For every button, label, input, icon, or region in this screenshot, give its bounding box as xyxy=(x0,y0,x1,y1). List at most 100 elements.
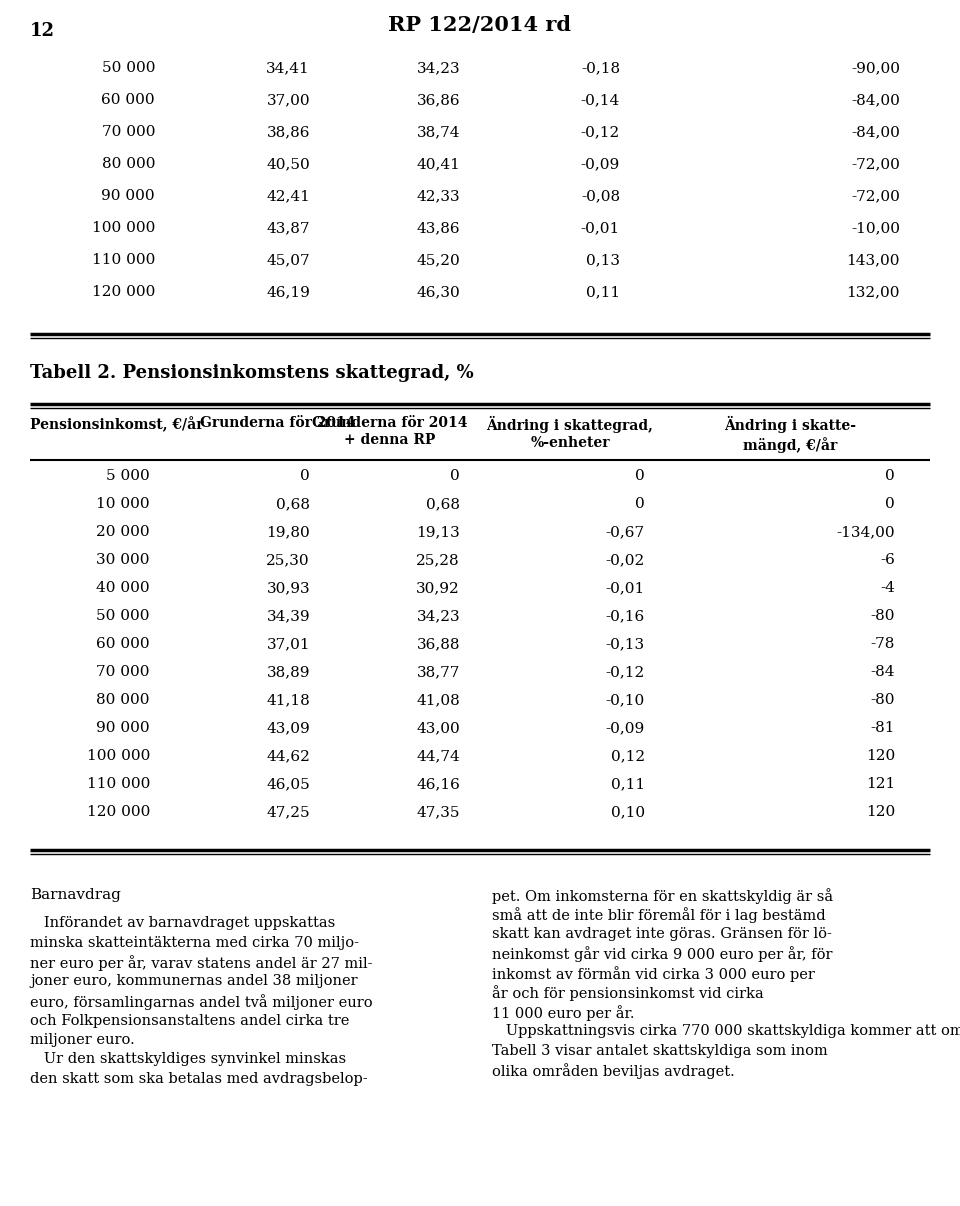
Text: 46,30: 46,30 xyxy=(417,285,460,299)
Text: Pensionsinkomst, €/år: Pensionsinkomst, €/år xyxy=(30,416,204,432)
Text: 120: 120 xyxy=(866,749,895,763)
Text: 0: 0 xyxy=(300,469,310,482)
Text: 20 000: 20 000 xyxy=(96,525,150,539)
Text: 11 000 euro per år.: 11 000 euro per år. xyxy=(492,1005,635,1020)
Text: -84,00: -84,00 xyxy=(852,125,900,139)
Text: 34,41: 34,41 xyxy=(266,62,310,75)
Text: -72,00: -72,00 xyxy=(852,189,900,203)
Text: -78: -78 xyxy=(871,637,895,651)
Text: Ändring i skatte-
mängd, €/år: Ändring i skatte- mängd, €/år xyxy=(724,416,856,453)
Text: -10,00: -10,00 xyxy=(851,221,900,235)
Text: 10 000: 10 000 xyxy=(96,497,150,511)
Text: 100 000: 100 000 xyxy=(86,749,150,763)
Text: miljoner euro.: miljoner euro. xyxy=(30,1034,134,1047)
Text: -90,00: -90,00 xyxy=(851,62,900,75)
Text: 70 000: 70 000 xyxy=(102,125,155,139)
Text: 38,77: 38,77 xyxy=(417,665,460,679)
Text: 5 000: 5 000 xyxy=(107,469,150,482)
Text: -0,18: -0,18 xyxy=(581,62,620,75)
Text: 42,33: 42,33 xyxy=(417,189,460,203)
Text: år och för pensionsinkomst vid cirka: år och för pensionsinkomst vid cirka xyxy=(492,985,764,1001)
Text: 0,13: 0,13 xyxy=(586,253,620,267)
Text: 19,13: 19,13 xyxy=(417,525,460,539)
Text: 0,68: 0,68 xyxy=(426,497,460,511)
Text: 44,74: 44,74 xyxy=(417,749,460,763)
Text: 0,11: 0,11 xyxy=(586,285,620,299)
Text: joner euro, kommunernas andel 38 miljoner: joner euro, kommunernas andel 38 miljone… xyxy=(30,974,358,989)
Text: 34,23: 34,23 xyxy=(417,609,460,624)
Text: 37,00: 37,00 xyxy=(266,93,310,107)
Text: Grunderna för 2014: Grunderna för 2014 xyxy=(200,416,355,431)
Text: 121: 121 xyxy=(866,777,895,791)
Text: -81: -81 xyxy=(871,721,895,734)
Text: -0,10: -0,10 xyxy=(606,693,645,707)
Text: 50 000: 50 000 xyxy=(97,609,150,624)
Text: 40,50: 40,50 xyxy=(266,157,310,171)
Text: -84: -84 xyxy=(871,665,895,679)
Text: -0,09: -0,09 xyxy=(606,721,645,734)
Text: Grunderna för 2014
+ denna RP: Grunderna för 2014 + denna RP xyxy=(312,416,468,447)
Text: Barnavdrag: Barnavdrag xyxy=(30,888,121,902)
Text: -0,14: -0,14 xyxy=(581,93,620,107)
Text: -0,16: -0,16 xyxy=(606,609,645,624)
Text: 0: 0 xyxy=(636,497,645,511)
Text: Uppskattningsvis cirka 770 000 skattskyldiga kommer att omfattas av barnavdraget: Uppskattningsvis cirka 770 000 skattskyl… xyxy=(492,1025,960,1038)
Text: 0,11: 0,11 xyxy=(611,777,645,791)
Text: olika områden beviljas avdraget.: olika områden beviljas avdraget. xyxy=(492,1064,734,1079)
Text: 44,62: 44,62 xyxy=(266,749,310,763)
Text: 143,00: 143,00 xyxy=(847,253,900,267)
Text: -0,02: -0,02 xyxy=(606,554,645,567)
Text: 0: 0 xyxy=(636,469,645,482)
Text: 46,05: 46,05 xyxy=(266,777,310,791)
Text: euro, församlingarnas andel två miljoner euro: euro, församlingarnas andel två miljoner… xyxy=(30,994,372,1009)
Text: 45,07: 45,07 xyxy=(266,253,310,267)
Text: 34,23: 34,23 xyxy=(417,62,460,75)
Text: -134,00: -134,00 xyxy=(836,525,895,539)
Text: 45,20: 45,20 xyxy=(417,253,460,267)
Text: 38,89: 38,89 xyxy=(267,665,310,679)
Text: Tabell 3 visar antalet skattskyldiga som inom: Tabell 3 visar antalet skattskyldiga som… xyxy=(492,1044,828,1058)
Text: -4: -4 xyxy=(880,581,895,595)
Text: pet. Om inkomsterna för en skattskyldig är så: pet. Om inkomsterna för en skattskyldig … xyxy=(492,888,833,903)
Text: skatt kan avdraget inte göras. Gränsen för lö-: skatt kan avdraget inte göras. Gränsen f… xyxy=(492,927,832,941)
Text: 40,41: 40,41 xyxy=(416,157,460,171)
Text: 46,16: 46,16 xyxy=(416,777,460,791)
Text: 0: 0 xyxy=(450,469,460,482)
Text: 120 000: 120 000 xyxy=(91,285,155,299)
Text: -0,12: -0,12 xyxy=(581,125,620,139)
Text: 120 000: 120 000 xyxy=(86,804,150,819)
Text: 0,68: 0,68 xyxy=(276,497,310,511)
Text: 25,28: 25,28 xyxy=(417,554,460,567)
Text: 30,92: 30,92 xyxy=(417,581,460,595)
Text: inkomst av förmån vid cirka 3 000 euro per: inkomst av förmån vid cirka 3 000 euro p… xyxy=(492,966,815,982)
Text: Tabell 2. Pensionsinkomstens skattegrad, %: Tabell 2. Pensionsinkomstens skattegrad,… xyxy=(30,364,473,382)
Text: 43,00: 43,00 xyxy=(417,721,460,734)
Text: 0: 0 xyxy=(885,497,895,511)
Text: 132,00: 132,00 xyxy=(847,285,900,299)
Text: 41,18: 41,18 xyxy=(266,693,310,707)
Text: -80: -80 xyxy=(871,609,895,624)
Text: 70 000: 70 000 xyxy=(97,665,150,679)
Text: -0,12: -0,12 xyxy=(606,665,645,679)
Text: 120: 120 xyxy=(866,804,895,819)
Text: -0,01: -0,01 xyxy=(581,221,620,235)
Text: 0,10: 0,10 xyxy=(611,804,645,819)
Text: 47,35: 47,35 xyxy=(417,804,460,819)
Text: Ur den skattskyldiges synvinkel minskas: Ur den skattskyldiges synvinkel minskas xyxy=(30,1053,347,1066)
Text: 37,01: 37,01 xyxy=(266,637,310,651)
Text: 25,30: 25,30 xyxy=(266,554,310,567)
Text: 19,80: 19,80 xyxy=(266,525,310,539)
Text: -0,01: -0,01 xyxy=(606,581,645,595)
Text: 43,86: 43,86 xyxy=(417,221,460,235)
Text: 30 000: 30 000 xyxy=(97,554,150,567)
Text: små att de inte blir föremål för i lag bestämd: små att de inte blir föremål för i lag b… xyxy=(492,907,826,924)
Text: -0,67: -0,67 xyxy=(606,525,645,539)
Text: 80 000: 80 000 xyxy=(102,157,155,171)
Text: 110 000: 110 000 xyxy=(86,777,150,791)
Text: 0,12: 0,12 xyxy=(611,749,645,763)
Text: 60 000: 60 000 xyxy=(96,637,150,651)
Text: 30,93: 30,93 xyxy=(266,581,310,595)
Text: 12: 12 xyxy=(30,22,55,40)
Text: 46,19: 46,19 xyxy=(266,285,310,299)
Text: Införandet av barnavdraget uppskattas: Införandet av barnavdraget uppskattas xyxy=(30,917,335,930)
